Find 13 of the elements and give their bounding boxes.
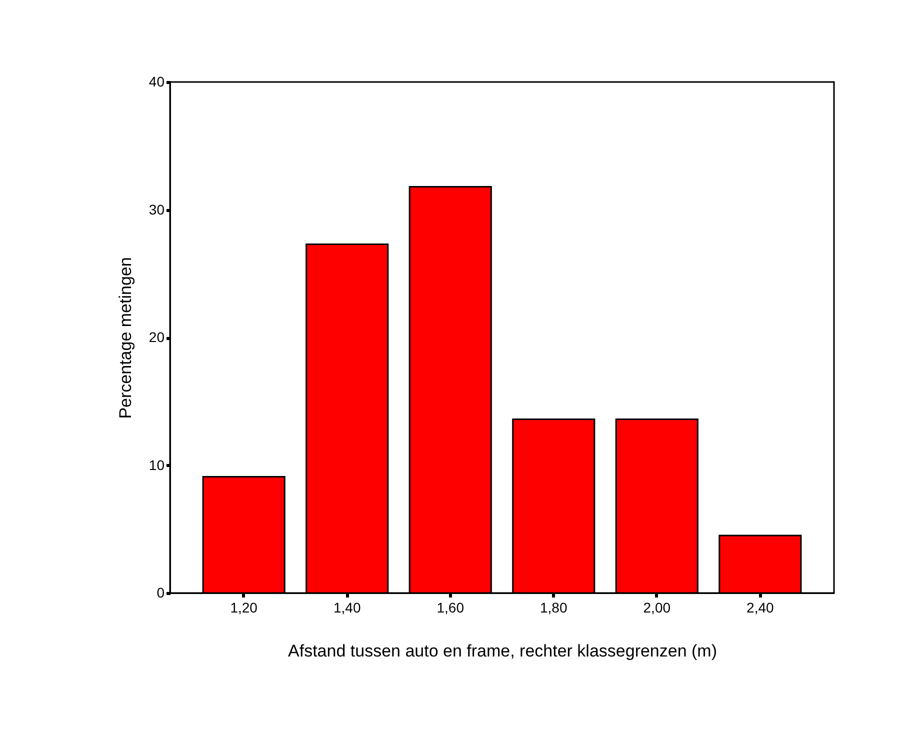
x-tick-label: 1,20 [230,600,258,616]
y-tick-label: 40 [148,74,165,90]
x-tick-label: 2,00 [643,600,671,616]
y-tick-label: 20 [148,329,165,345]
x-tick-label: 1,80 [540,600,568,616]
x-axis-title: Afstand tussen auto en frame, rechter klassegrenzen (m) [288,642,717,660]
x-tick-label: 1,60 [436,600,464,616]
y-tick-label: 30 [148,201,165,218]
y-tick-label: 10 [148,456,165,473]
x-tick-label: 2,40 [746,600,774,616]
y-tick-label: 0 [156,584,165,600]
y-axis-title: Percentage metingen [116,257,135,419]
x-tick-label: 1,40 [333,600,361,616]
